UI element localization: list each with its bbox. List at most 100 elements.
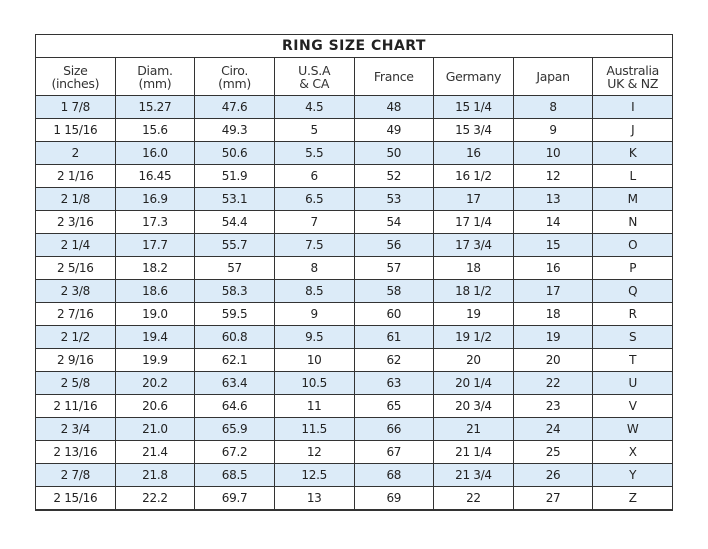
- table-cell: 13: [273, 486, 355, 511]
- table-cell: 16 1/2: [433, 164, 514, 188]
- table-cell: 67.2: [194, 440, 275, 464]
- table-cell: T: [592, 348, 673, 372]
- table-row: 2 1/8 16.9 53.1 6.5 53 17 13 M: [35, 187, 673, 211]
- table-cell: 17.3: [114, 210, 196, 234]
- table-row: 2 1/4 17.7 55.7 7.5 56 17 3/4 15 O: [35, 233, 673, 257]
- table-row: 2 13/16 21.4 67.2 12 67 21 1/4 25 X: [35, 440, 673, 464]
- column-header: France: [353, 57, 435, 96]
- table-cell: 60.8: [194, 325, 275, 349]
- column-header: Diam. (mm): [114, 57, 196, 96]
- table-cell: 2 13/16: [35, 440, 116, 464]
- table-cell: 27: [512, 486, 594, 511]
- table-cell: 2 7/16: [35, 302, 116, 326]
- table-cell: 48: [353, 95, 435, 119]
- table-cell: 21.4: [114, 440, 196, 464]
- column-header: Size (inches): [35, 57, 116, 96]
- table-cell: 54.4: [194, 210, 275, 234]
- table-cell: 9.5: [273, 325, 355, 349]
- table-cell: 2 9/16: [35, 348, 116, 372]
- table-cell: 2 3/8: [35, 279, 116, 303]
- table-cell: 20 1/4: [433, 371, 514, 395]
- table-cell: 7: [273, 210, 355, 234]
- table-cell: 53: [353, 187, 435, 211]
- table-cell: 2 1/8: [35, 187, 116, 211]
- table-cell: 57: [194, 256, 275, 280]
- table-cell: 17 3/4: [433, 233, 514, 257]
- table-cell: 2: [35, 141, 116, 165]
- table-cell: 16.9: [114, 187, 196, 211]
- table-cell: 50.6: [194, 141, 275, 165]
- table-cell: J: [592, 118, 673, 142]
- table-cell: 10.5: [273, 371, 355, 395]
- table-cell: 10: [512, 141, 594, 165]
- table-cell: 13: [512, 187, 594, 211]
- table-cell: 16: [512, 256, 594, 280]
- table-cell: 20 3/4: [433, 394, 514, 418]
- table-cell: 9: [273, 302, 355, 326]
- table-cell: 15: [512, 233, 594, 257]
- table-cell: 22: [433, 486, 514, 511]
- table-cell: 61: [353, 325, 435, 349]
- table-cell: 2 11/16: [35, 394, 116, 418]
- table-cell: 2 3/16: [35, 210, 116, 234]
- header-line-2: (mm): [138, 75, 172, 91]
- table-cell: 12: [512, 164, 594, 188]
- table-cell: 62.1: [194, 348, 275, 372]
- table-cell: 21 1/4: [433, 440, 514, 464]
- table-cell: 19.0: [114, 302, 196, 326]
- table-cell: 7.5: [273, 233, 355, 257]
- table-cell: 56: [353, 233, 435, 257]
- table-cell: 18: [512, 302, 594, 326]
- table-cell: 62: [353, 348, 435, 372]
- table-cell: 21.0: [114, 417, 196, 441]
- header-line-2: (inches): [51, 75, 100, 91]
- table-cell: 20.2: [114, 371, 196, 395]
- table-cell: I: [592, 95, 673, 119]
- table-cell: 20.6: [114, 394, 196, 418]
- table-cell: 12.5: [273, 463, 355, 487]
- header-line-1: Australia: [606, 62, 659, 78]
- ring-size-table: RING SIZE CHART Size (inches) Diam. (mm) Cir…: [35, 34, 673, 511]
- table-cell: O: [592, 233, 673, 257]
- header-line-1: Germany: [445, 69, 502, 84]
- table-cell: 58: [353, 279, 435, 303]
- table-row: 2 3/8 18.6 58.3 8.5 58 18 1/2 17 Q: [35, 279, 673, 303]
- table-cell: 63: [353, 371, 435, 395]
- table-row: 1 15/16 15.6 49.3 5 49 15 3/4 9 J: [35, 118, 673, 142]
- header-line-1: U.S.A: [298, 62, 331, 78]
- header-line-2: (mm): [218, 75, 252, 91]
- table-cell: 24: [512, 417, 594, 441]
- table-cell: 69: [353, 486, 435, 511]
- table-cell: 22.2: [114, 486, 196, 511]
- table-cell: 68.5: [194, 463, 275, 487]
- table-cell: 49: [353, 118, 435, 142]
- table-cell: S: [592, 325, 673, 349]
- table-row: 2 3/4 21.0 65.9 11.5 66 21 24 W: [35, 417, 673, 441]
- table-row: 2 3/16 17.3 54.4 7 54 17 1/4 14 N: [35, 210, 673, 234]
- table-cell: 11: [273, 394, 355, 418]
- table-row: 2 1/2 19.4 60.8 9.5 61 19 1/2 19 S: [35, 325, 673, 349]
- table-cell: 15.27: [114, 95, 196, 119]
- table-cell: 19.9: [114, 348, 196, 372]
- table-cell: 18.2: [114, 256, 196, 280]
- header-line-2: & CA: [299, 75, 330, 91]
- table-row: 1 7/8 15.27 47.6 4.5 48 15 1/4 8 I: [35, 95, 673, 119]
- table-cell: 1 7/8: [35, 95, 116, 119]
- column-header: Ciro. (mm): [194, 57, 275, 96]
- table-cell: 17: [512, 279, 594, 303]
- table-cell: K: [592, 141, 673, 165]
- table-cell: 65.9: [194, 417, 275, 441]
- table-cell: 14: [512, 210, 594, 234]
- table-row: 2 1/16 16.45 51.9 6 52 16 1/2 12 L: [35, 164, 673, 188]
- table-cell: 54: [353, 210, 435, 234]
- table-cell: M: [592, 187, 673, 211]
- table-cell: 21 3/4: [433, 463, 514, 487]
- table-cell: 12: [273, 440, 355, 464]
- table-cell: 64.6: [194, 394, 275, 418]
- table-cell: 19 1/2: [433, 325, 514, 349]
- table-cell: 19.4: [114, 325, 196, 349]
- column-header: Japan: [512, 57, 594, 96]
- table-cell: 1 15/16: [35, 118, 116, 142]
- table-cell: 50: [353, 141, 435, 165]
- header-row: Size (inches) Diam. (mm) Ciro. (mm) U.S.A & CA F…: [35, 57, 673, 96]
